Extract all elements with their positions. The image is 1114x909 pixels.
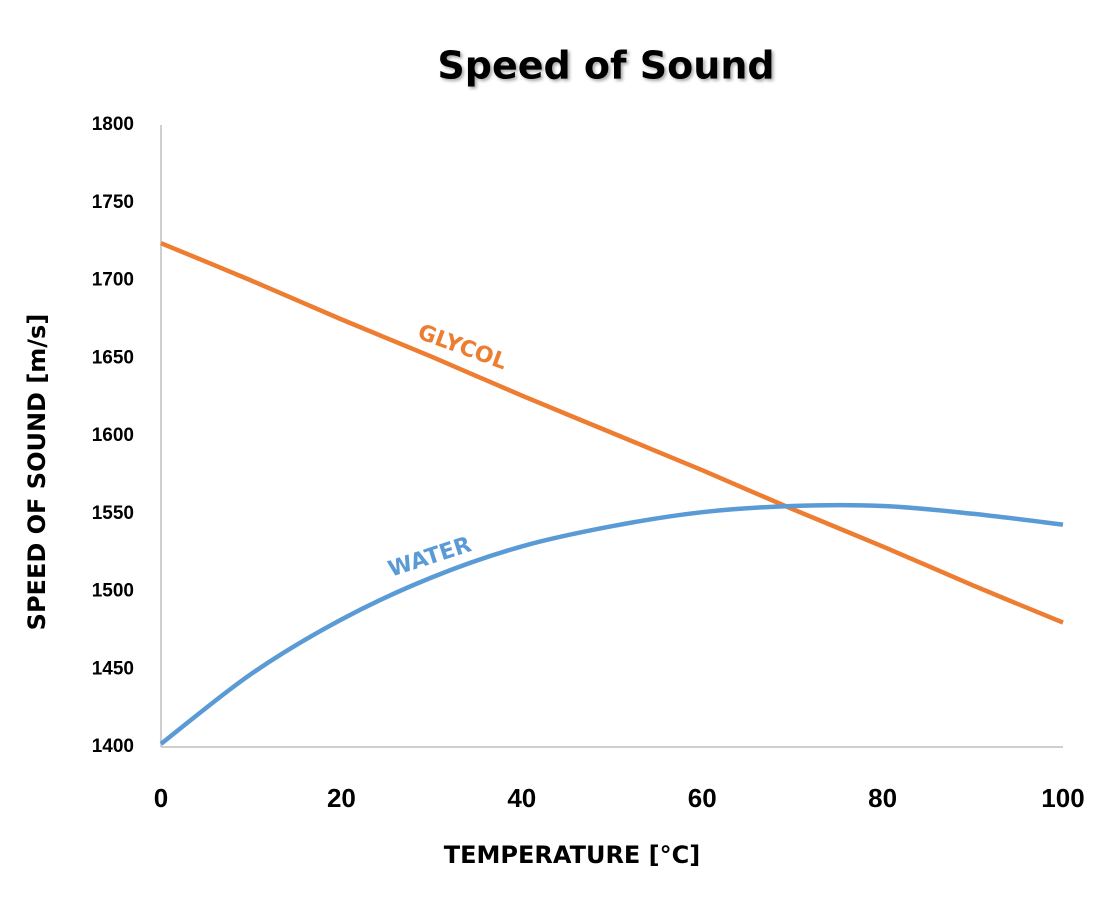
line-series [160,241,1064,625]
y-tick-label: 1400 [92,736,134,757]
x-tick-label: 80 [868,783,897,813]
chart-title: Speed of Sound [437,44,774,88]
y-tick-label: 1600 [92,425,134,446]
x-axis-label: TEMPERATURE [°C] [444,841,700,869]
y-tick-label: 1500 [92,581,134,602]
y-tick-label: 1750 [92,192,134,213]
y-tick-label: 1450 [92,658,134,679]
series-label: WATER [385,532,474,582]
series-label: GLYCOL [414,320,510,375]
line-series [159,502,1064,746]
y-tick-label: 1550 [92,503,134,524]
y-tick-label: 1800 [92,114,134,135]
x-tick-label: 20 [327,783,356,813]
y-tick-label: 1700 [92,270,134,291]
x-tick-label: 40 [507,783,536,813]
x-tick-label: 0 [154,783,168,813]
y-tick-label: 1650 [92,347,134,368]
x-tick-label: 60 [688,783,717,813]
y-axis-label: SPEED OF SOUND [m/s] [23,314,51,631]
x-tick-label: 100 [1041,783,1084,813]
